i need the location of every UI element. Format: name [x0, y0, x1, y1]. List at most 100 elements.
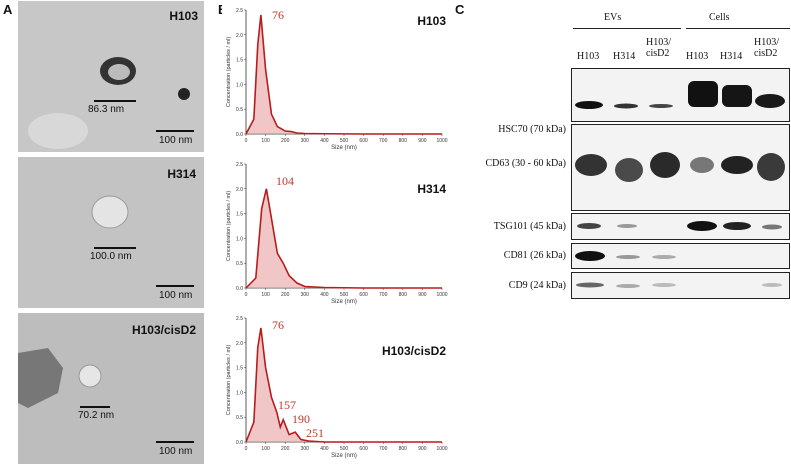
x-tick-label: 400 — [320, 138, 329, 144]
x-tick-label: 100 — [261, 446, 270, 452]
y-tick-label: 1.5 — [236, 58, 243, 64]
scale-bar-h314 — [156, 285, 194, 287]
wb-marker-hsc70: HSC70 (70 kDa) — [498, 124, 566, 135]
y-tick-label: 1.0 — [236, 82, 243, 88]
nta-chart-h103: 0 100 200 300 400 500 600 700 800 900 1000 0.0 0.5 1.… — [222, 4, 450, 154]
panel-letter-a: A — [3, 2, 13, 17]
peak-label-h103-76: 76 — [272, 8, 284, 22]
series-band — [246, 327, 442, 442]
blot-cd63 — [571, 124, 790, 211]
y-tick-label: 0.5 — [236, 261, 243, 267]
scale-bar-h103-cisd2 — [156, 441, 194, 443]
measure-bar-h103 — [94, 100, 136, 102]
scale-text-h103: 100 nm — [159, 135, 193, 146]
x-axis-label: Size (nm) — [331, 145, 357, 151]
x-tick-label: 500 — [340, 292, 349, 298]
wb-marker-cd81: CD81 (26 kDa) — [503, 250, 566, 261]
wb-lane-6: H103/ cisD2 — [754, 37, 779, 59]
blot-cd81 — [571, 243, 790, 269]
x-tick-label: 100 — [261, 292, 270, 298]
nta-title-h103-cisd2: H103/cisD2 — [381, 344, 446, 358]
x-tick-label: 200 — [281, 446, 290, 452]
blot-bands-cd63 — [575, 152, 785, 182]
x-tick-label: 400 — [320, 446, 329, 452]
nta-chart-h314: 0 100 200 300 400 500 600 700 800 900 1000 0.0 0.5 1.… — [222, 158, 450, 308]
scale-text-h314: 100 nm — [159, 290, 193, 301]
blot-tsg101 — [571, 213, 790, 240]
wb-group-evs: EVs — [604, 12, 622, 23]
em-image-h103: H103 86.3 nm 100 nm — [18, 1, 204, 152]
wb-group-cells: Cells — [709, 12, 730, 23]
x-tick-label: 800 — [399, 292, 408, 298]
measure-bar-h314 — [94, 247, 136, 249]
blot-bands-hsc70 — [575, 81, 785, 109]
y-tick-label: 2.0 — [236, 187, 243, 193]
scale-text-h103-cisd2: 100 nm — [159, 446, 193, 457]
x-tick-label: 300 — [301, 138, 310, 144]
measure-bar-h103-cisd2 — [80, 406, 110, 408]
nta-svg-h103-cisd2: 0 100 200 300 400 500 600 700 800 900 1000 0.0 0.5 1.… — [226, 316, 448, 459]
measure-text-h103-cisd2: 70.2 nm — [78, 410, 115, 421]
x-tick-label: 800 — [399, 446, 408, 452]
y-axis-label: Concentration (particles / ml) — [226, 345, 232, 415]
y-axis-label: Concentration (particles / ml) — [226, 37, 232, 107]
x-tick-label: 700 — [379, 292, 388, 298]
em-label-h103: H103 — [169, 9, 198, 23]
x-tick-label: 1000 — [436, 292, 447, 298]
wb-marker-cd63: CD63 (30 - 60 kDa) — [485, 158, 566, 169]
x-tick-label: 900 — [418, 446, 427, 452]
peak-label-h314-104: 104 — [276, 174, 294, 188]
series-band — [246, 188, 442, 288]
blot-bands-cd81 — [575, 251, 676, 261]
wb-lane-5: H314 — [720, 51, 743, 62]
wb-lane-2: H314 — [613, 51, 636, 62]
nta-title-h314: H314 — [417, 182, 446, 196]
blot-bands-cd9 — [576, 282, 782, 288]
x-tick-label: 100 — [261, 138, 270, 144]
x-tick-label: 900 — [418, 292, 427, 298]
nta-title-h103: H103 — [417, 14, 446, 28]
wb-lane-4: H103 — [686, 51, 709, 62]
wb-group-line-evs — [573, 28, 681, 29]
nta-svg-h103: 0 100 200 300 400 500 600 700 800 900 1000 0.0 0.5 1.… — [226, 8, 448, 151]
x-tick-label: 500 — [340, 446, 349, 452]
x-tick-label: 400 — [320, 292, 329, 298]
em-label-h314: H314 — [167, 167, 196, 181]
x-tick-label: 0 — [245, 138, 248, 144]
scale-bar-h103 — [156, 130, 194, 132]
x-tick-label: 200 — [281, 292, 290, 298]
x-tick-label: 0 — [245, 292, 248, 298]
y-axis-label: Concentration (particles / ml) — [226, 191, 232, 261]
peak-label-cisd2-76: 76 — [272, 318, 284, 332]
em-label-h103-cisd2: H103/cisD2 — [131, 323, 196, 337]
x-tick-label: 600 — [359, 138, 368, 144]
wb-marker-tsg101: TSG101 (45 kDa) — [493, 221, 566, 232]
y-tick-label: 0.0 — [236, 132, 243, 138]
y-tick-label: 0.0 — [236, 286, 243, 292]
em-vesicle-h103 — [28, 57, 190, 149]
wb-lane-1: H103 — [577, 51, 600, 62]
measure-text-h103: 86.3 nm — [88, 104, 125, 115]
y-tick-label: 2.5 — [236, 8, 243, 14]
series-line — [245, 188, 442, 289]
em-vesicle-h314 — [91, 195, 129, 229]
x-axis-label: Size (nm) — [331, 453, 357, 459]
x-tick-label: 300 — [301, 292, 310, 298]
x-tick-label: 200 — [281, 138, 290, 144]
x-tick-label: 700 — [379, 138, 388, 144]
y-tick-label: 0.5 — [236, 107, 243, 113]
x-tick-label: 500 — [340, 138, 349, 144]
peak-label-cisd2-251: 251 — [306, 426, 324, 440]
em-image-h103-cisd2: H103/cisD2 70.2 nm 100 nm — [18, 313, 204, 464]
x-tick-label: 600 — [359, 292, 368, 298]
x-tick-label: 800 — [399, 138, 408, 144]
x-tick-label: 1000 — [436, 138, 447, 144]
y-tick-label: 0.0 — [236, 440, 243, 446]
series-band — [246, 14, 442, 135]
y-tick-label: 1.5 — [236, 212, 243, 218]
peak-label-cisd2-157: 157 — [278, 398, 296, 412]
measure-text-h314: 100.0 nm — [90, 251, 132, 262]
x-tick-label: 900 — [418, 138, 427, 144]
series-line — [245, 327, 442, 443]
x-axis-label: Size (nm) — [331, 299, 357, 305]
